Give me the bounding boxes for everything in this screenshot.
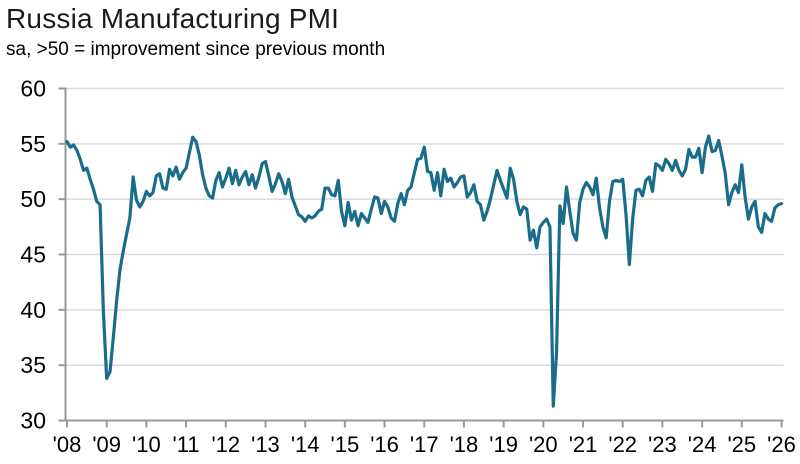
x-tick-label: '11 — [173, 432, 200, 457]
x-tick-label: '24 — [688, 432, 717, 457]
x-tick-label: '13 — [251, 432, 280, 457]
x-tick-label: '23 — [648, 432, 677, 457]
x-tick-label: '18 — [450, 432, 479, 457]
chart-title: Russia Manufacturing PMI — [6, 3, 340, 34]
x-tick-label: '20 — [529, 432, 558, 457]
y-tick-label: 55 — [20, 131, 46, 157]
chart-subtitle: sa, >50 = improvement since previous mon… — [6, 39, 386, 60]
x-tick-label: '17 — [410, 432, 439, 457]
x-tick-label: '14 — [291, 432, 320, 457]
y-axis-ticks: 30 35 40 45 50 55 60 — [20, 76, 66, 434]
x-tick-label: '26 — [767, 432, 796, 457]
y-tick-label: 45 — [20, 242, 46, 268]
y-tick-label: 40 — [20, 297, 46, 323]
pmi-series-line — [65, 134, 784, 408]
x-tick-label: '19 — [489, 432, 518, 457]
x-tick-label: '09 — [92, 432, 121, 457]
x-axis-ticks: '08 '09 '10 '11 '12 '13 '14 '15 '16 '17 '18 '19 '20 '… — [53, 420, 796, 457]
x-tick-label: '12 — [211, 432, 240, 457]
x-tick-label: '15 — [331, 432, 360, 457]
x-tick-label: '08 — [53, 432, 82, 457]
y-tick-label: 60 — [20, 76, 46, 102]
x-tick-label: '10 — [132, 432, 161, 457]
y-tick-label: 30 — [20, 408, 46, 434]
x-tick-label: '21 — [569, 432, 598, 457]
x-tick-label: '16 — [370, 432, 399, 457]
x-tick-label: '25 — [727, 432, 756, 457]
y-tick-label: 35 — [20, 352, 46, 378]
x-tick-label: '22 — [608, 432, 637, 457]
y-tick-label: 50 — [20, 186, 46, 212]
y-gridlines — [65, 87, 784, 366]
